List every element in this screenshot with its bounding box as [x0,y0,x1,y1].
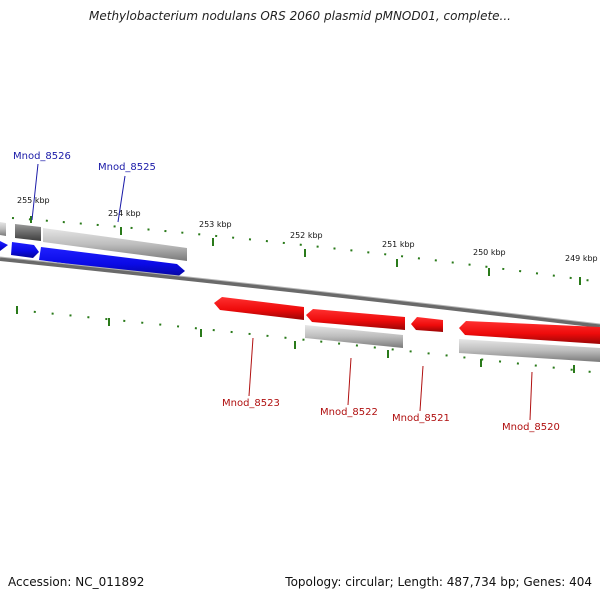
leader-line [347,357,352,406]
scale-label: 254 kbp [108,209,141,218]
reverse-genes [214,297,600,344]
topology-summary: Topology: circular; Length: 487,734 bp; … [285,575,592,589]
gene-leader-lines [31,163,533,421]
gene-labels: Mnod_8526 Mnod_8525 Mnod_8523 Mnod_8522 … [13,151,560,433]
forward-genes [0,241,185,278]
feature-bar[interactable] [459,339,600,362]
feature-bar[interactable] [305,325,403,348]
forward-feature-bars [0,222,187,261]
leader-line [31,163,39,221]
gene-label[interactable]: Mnod_8521 [392,413,450,424]
page-title: Methylobacterium nodulans ORS 2060 plasm… [89,9,511,23]
genome-backbone [0,257,600,328]
reverse-feature-bars [305,325,600,362]
scale-label: 250 kbp [473,248,506,257]
leader-line [248,337,254,397]
gene-arrow-mnod-8521[interactable] [411,317,443,332]
scale-label: 252 kbp [290,231,323,240]
gene-arrow-mnod-8520[interactable] [459,321,600,344]
leader-line [529,371,533,421]
outer-tick-ring [11,216,600,285]
gene-label[interactable]: Mnod_8520 [502,422,560,433]
scale-label: 255 kbp [17,196,50,205]
gene-label[interactable]: Mnod_8523 [222,398,280,409]
scale-label: 253 kbp [199,220,232,229]
feature-bar[interactable] [43,228,187,261]
gene-arrow-mnod-8526[interactable] [11,242,39,258]
gene-arrow-mnod-8525[interactable] [39,247,185,278]
leader-line [117,175,126,223]
gene-label[interactable]: Mnod_8526 [13,151,71,162]
feature-bar[interactable] [0,222,6,236]
gene-arrow[interactable] [0,241,8,251]
scale-label: 251 kbp [382,240,415,249]
accession-text: Accession: NC_011892 [8,575,145,589]
gene-arrow-mnod-8523[interactable] [214,297,304,320]
feature-bar[interactable] [15,224,41,241]
gene-label[interactable]: Mnod_8522 [320,407,378,418]
scale-labels: 255 kbp 254 kbp 253 kbp 252 kbp 251 kbp … [17,196,598,263]
scale-label: 249 kbp [565,254,598,263]
inner-tick-ring [15,306,600,374]
gene-label[interactable]: Mnod_8525 [98,162,156,173]
gene-arrow-mnod-8522[interactable] [306,309,405,330]
genome-backbone-highlight [0,256,600,325]
leader-line [419,365,424,412]
